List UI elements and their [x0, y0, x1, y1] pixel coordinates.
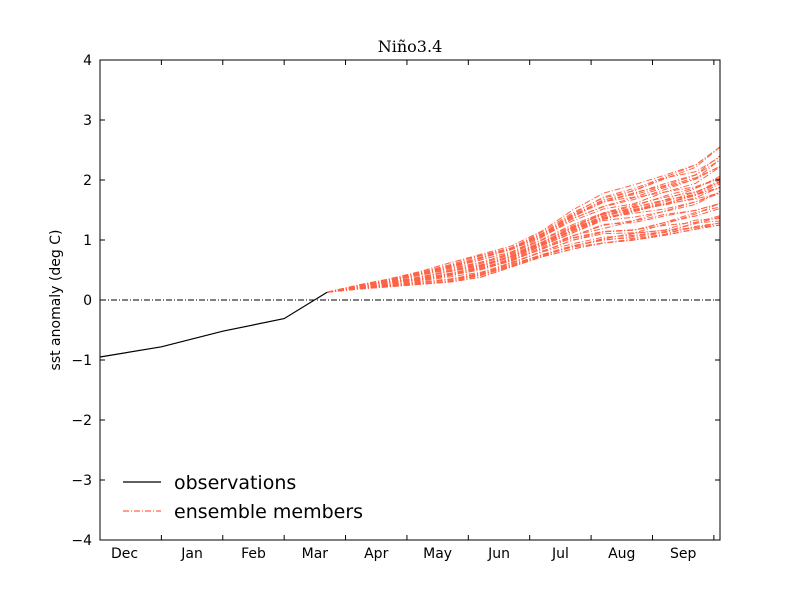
- x-tick-label: Dec: [111, 546, 138, 562]
- x-tick-label: Feb: [241, 546, 266, 562]
- x-axis: Dec Jan Feb Mar Apr May Jun Jul Aug Sep: [99, 60, 715, 562]
- y-tick-label: −3: [71, 473, 92, 489]
- x-tick-label: Mar: [302, 546, 329, 562]
- y-tick-label: −1: [71, 353, 92, 369]
- legend-ensemble-label: ensemble members: [174, 501, 363, 523]
- ensemble-member-line: [327, 180, 721, 293]
- y-tick-label: 1: [83, 233, 92, 249]
- y-tick-label: 3: [83, 113, 92, 129]
- observations-line: [99, 291, 328, 358]
- y-tick-label: 4: [83, 53, 92, 69]
- ensemble-member-line: [327, 186, 721, 293]
- y-tick-label: −4: [71, 533, 92, 549]
- legend: observations ensemble members: [123, 472, 363, 523]
- ensemble-member-line: [327, 146, 721, 293]
- y-tick-label: 0: [83, 293, 92, 309]
- ensemble-member-line: [327, 177, 721, 293]
- ensemble-member-line: [327, 222, 721, 293]
- x-tick-label: Aug: [608, 546, 635, 562]
- legend-observations-label: observations: [174, 472, 296, 494]
- x-tick-label: Apr: [364, 546, 388, 562]
- ensemble-members-layer: [327, 146, 721, 293]
- ensemble-member-line: [327, 224, 721, 293]
- ensemble-member-line: [327, 156, 721, 293]
- observations-layer: [99, 291, 328, 358]
- x-tick-label: Jan: [180, 546, 203, 562]
- y-tick-label: 2: [83, 173, 92, 189]
- y-axis-label: sst anomaly (deg C): [48, 230, 64, 371]
- x-tick-label: Jul: [551, 546, 569, 562]
- y-axis: −4 −3 −2 −1 0 1 2 3 4: [71, 53, 720, 549]
- x-tick-label: Jun: [487, 546, 510, 562]
- chart-title: Niño3.4: [378, 37, 443, 56]
- x-tick-label: May: [423, 546, 452, 562]
- y-tick-label: −2: [71, 413, 92, 429]
- x-tick-label: Sep: [670, 546, 697, 562]
